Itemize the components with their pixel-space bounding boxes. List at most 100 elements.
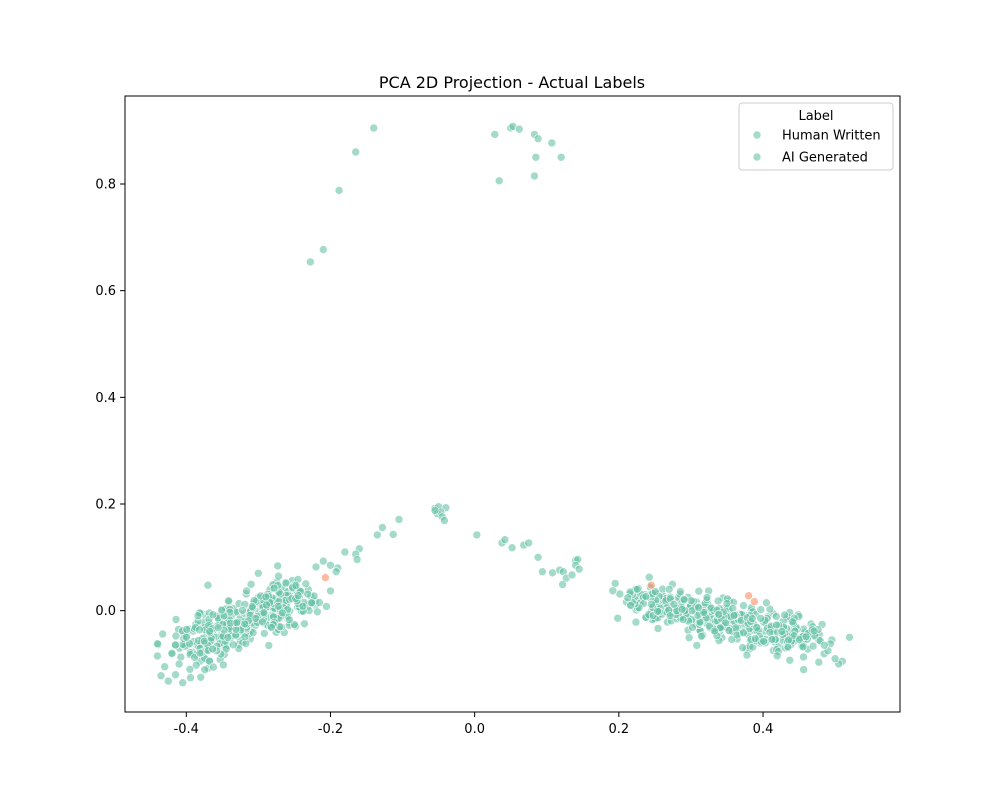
data-point: [191, 660, 201, 670]
data-point: [352, 555, 362, 564]
data-point: [262, 600, 271, 610]
data-point: [556, 153, 566, 162]
data-point: [647, 599, 656, 609]
data-point: [277, 608, 287, 618]
data-point: [264, 641, 274, 650]
data-point: [750, 597, 759, 606]
data-point: [158, 629, 167, 639]
data-point: [650, 587, 660, 596]
data-point: [623, 593, 633, 603]
data-point: [259, 608, 269, 617]
data-point: [267, 623, 276, 632]
legend: Label Human Written AI Generated: [738, 102, 894, 171]
data-point: [762, 598, 771, 608]
data-point: [182, 625, 192, 634]
data-point: [307, 598, 316, 608]
data-point: [744, 591, 753, 601]
data-point: [269, 583, 279, 593]
data-point: [615, 589, 625, 599]
data-point: [530, 171, 539, 181]
data-point: [281, 578, 291, 588]
data-point: [694, 586, 704, 596]
data-point: [238, 605, 247, 615]
data-point: [388, 530, 398, 539]
data-point: [799, 652, 808, 662]
x-tick-label: 0.2: [608, 722, 629, 737]
data-point: [301, 579, 311, 589]
data-point: [696, 631, 706, 641]
data-point: [318, 245, 328, 254]
data-point: [547, 138, 557, 148]
data-point: [186, 673, 195, 683]
data-point: [298, 601, 308, 611]
data-point: [247, 602, 257, 611]
data-point: [724, 626, 734, 635]
data-point: [646, 580, 656, 590]
data-point: [531, 153, 541, 162]
plot-area-frame: [124, 95, 901, 713]
data-point: [253, 568, 263, 578]
data-point: [182, 632, 191, 642]
data-point: [747, 614, 757, 623]
data-point: [208, 610, 218, 620]
data-point: [548, 568, 557, 578]
data-point: [472, 530, 482, 540]
data-point: [185, 664, 195, 674]
y-tick-label: 0.0: [95, 604, 116, 619]
data-point: [694, 603, 703, 612]
data-point: [684, 633, 694, 643]
data-point: [221, 644, 231, 654]
data-point: [756, 613, 766, 623]
data-point: [171, 615, 181, 624]
data-point: [721, 618, 730, 628]
data-point: [205, 626, 214, 636]
axis-ticks: -0.4 -0.2 0.0 0.2 0.4 0.0 0.2 0.4 0.6 0.8: [95, 178, 773, 738]
data-point: [223, 633, 233, 642]
data-point: [494, 176, 504, 186]
x-tick-label: -0.4: [174, 722, 199, 737]
data-point: [203, 580, 213, 590]
data-point: [300, 619, 309, 629]
data-point: [759, 636, 769, 646]
data-point: [261, 592, 271, 602]
data-point: [788, 617, 797, 627]
data-point: [809, 626, 819, 636]
data-point: [171, 640, 180, 650]
data-point: [772, 651, 782, 661]
data-point: [785, 655, 795, 665]
data-point: [372, 530, 382, 540]
data-point: [574, 564, 584, 574]
data-point: [750, 634, 760, 643]
data-point: [676, 587, 685, 596]
data-point: [739, 601, 748, 610]
data-point: [765, 627, 775, 637]
data-point: [780, 610, 790, 620]
data-point: [710, 626, 719, 636]
x-tick-label: 0.4: [753, 722, 774, 737]
data-point: [200, 665, 209, 675]
data-point: [430, 506, 440, 515]
data-point: [195, 625, 204, 635]
data-point: [500, 535, 510, 545]
data-point: [669, 599, 679, 609]
data-point: [209, 662, 218, 672]
data-point: [626, 601, 635, 610]
data-point: [714, 609, 724, 619]
data-point: [240, 632, 250, 642]
data-point: [808, 641, 818, 651]
data-point: [777, 627, 787, 636]
data-point: [567, 570, 577, 580]
data-point: [326, 560, 335, 570]
data-point: [205, 656, 214, 666]
data-point: [677, 604, 687, 614]
data-point: [632, 584, 642, 594]
data-point: [334, 186, 344, 195]
data-point: [756, 605, 766, 614]
data-point: [507, 543, 517, 553]
data-point: [613, 613, 623, 623]
data-point: [312, 607, 322, 617]
data-point: [653, 606, 663, 616]
legend-title: Label: [798, 109, 833, 124]
data-point: [242, 586, 251, 596]
